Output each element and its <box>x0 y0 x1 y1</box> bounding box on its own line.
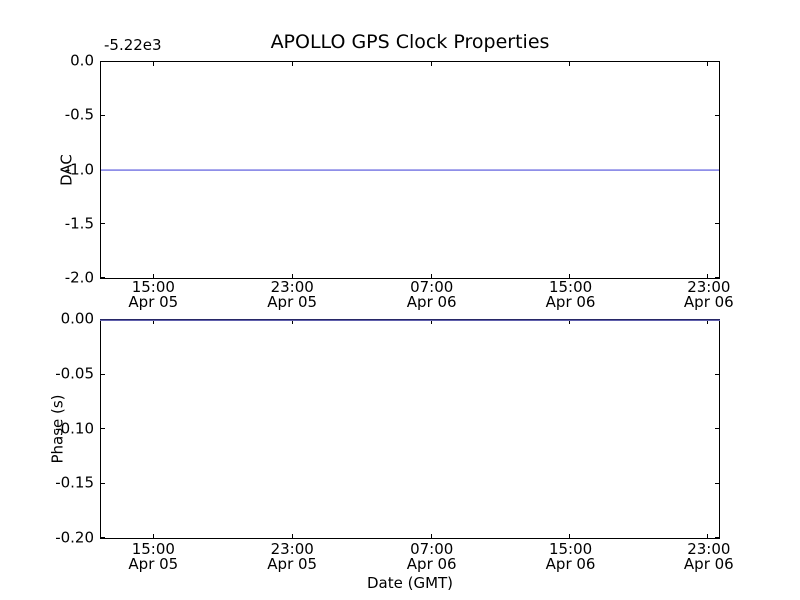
x-tick-mark <box>430 62 432 66</box>
x-tick-time: 15:00 <box>548 278 593 296</box>
x-tick-mark <box>706 320 708 324</box>
y-tick-label: -2.0 <box>64 268 94 287</box>
y-tick-mark <box>715 482 719 484</box>
y-tick-mark <box>715 537 719 538</box>
y-tick-mark <box>101 482 105 484</box>
y-tick-label: 0.00 <box>60 309 94 328</box>
x-tick-label: 15:00 Apr 05 <box>128 542 178 572</box>
y-tick-mark <box>101 115 105 116</box>
x-tick-time: 23:00 <box>270 278 314 296</box>
phase-plot-area <box>100 319 720 539</box>
y-tick-mark <box>101 61 105 62</box>
x-tick-date: Apr 06 <box>545 555 596 573</box>
y-tick-label: -1.5 <box>64 214 94 233</box>
phase-axis-label: Phase (s) <box>48 394 67 464</box>
x-tick-time: 23:00 <box>687 278 731 296</box>
x-tick-label: 23:00 Apr 05 <box>267 542 317 572</box>
x-tick-label: 23:00 Apr 06 <box>684 542 734 572</box>
y-tick-label: -0.20 <box>55 528 94 547</box>
y-tick-mark <box>101 277 105 278</box>
phase-x-tick-labels: 15:00 Apr 05 23:00 Apr 05 07:00 Apr 06 15:00 Ap… <box>100 542 733 574</box>
x-tick-mark <box>291 62 293 66</box>
chart-title: APOLLO GPS Clock Properties <box>270 31 550 53</box>
dac-axis-label: DAC <box>57 154 76 186</box>
x-tick-time: 23:00 <box>687 540 731 558</box>
x-tick-date: Apr 05 <box>267 555 318 573</box>
x-axis-label: Date (GMT) <box>366 574 454 592</box>
x-tick-mark <box>291 320 293 324</box>
x-tick-time: 15:00 <box>131 278 175 296</box>
x-tick-time: 07:00 <box>410 278 454 296</box>
x-tick-time: 23:00 <box>270 540 314 558</box>
x-tick-mark <box>153 62 155 66</box>
x-tick-date: Apr 06 <box>683 293 734 311</box>
y-tick-label: -0.5 <box>64 105 94 124</box>
x-tick-time: 07:00 <box>410 540 454 558</box>
x-tick-time: 15:00 <box>548 540 593 558</box>
x-tick-mark <box>569 534 571 538</box>
x-tick-mark <box>153 274 155 278</box>
y-tick-label: -0.05 <box>55 364 94 383</box>
x-tick-time: 15:00 <box>131 540 175 558</box>
y-tick-mark <box>715 373 719 375</box>
y-tick-label: -0.15 <box>55 473 94 492</box>
x-tick-label: 15:00 Apr 06 <box>546 542 596 572</box>
y-tick-mark <box>715 277 719 278</box>
y-tick-mark <box>715 115 719 116</box>
y-tick-mark <box>101 223 105 224</box>
x-tick-label: 15:00 Apr 05 <box>128 280 178 310</box>
dac-data-line <box>101 169 719 171</box>
y-tick-mark <box>101 373 105 375</box>
x-tick-mark <box>430 274 432 278</box>
x-tick-mark <box>430 320 432 324</box>
dac-plot-area <box>100 61 720 279</box>
x-tick-mark <box>153 320 155 324</box>
dac-x-tick-labels: 15:00 Apr 05 23:00 Apr 05 07:00 Apr 06 15:00 Ap… <box>100 280 733 312</box>
y-tick-mark <box>715 223 719 224</box>
x-tick-mark <box>153 534 155 538</box>
x-tick-mark <box>569 62 571 66</box>
y-tick-label: -0.10 <box>55 419 94 437</box>
dac-y-tick-labels: 0.0 -0.5 -1.0 -1.5 -2.0 <box>0 53 94 285</box>
x-tick-mark <box>430 534 432 538</box>
x-tick-label: 23:00 Apr 05 <box>267 280 317 310</box>
x-tick-date: Apr 05 <box>267 293 318 311</box>
y-tick-label: 0.0 <box>70 51 94 70</box>
x-tick-label: 15:00 Apr 06 <box>546 280 596 310</box>
x-tick-label: 23:00 Apr 06 <box>684 280 734 310</box>
x-tick-mark <box>291 534 293 538</box>
x-tick-mark <box>706 274 708 278</box>
y-tick-mark <box>715 61 719 62</box>
y-tick-mark <box>715 428 719 429</box>
y-tick-mark <box>101 537 105 538</box>
y-axis-offset-label: -5.22e3 <box>104 36 162 54</box>
x-tick-date: Apr 05 <box>128 293 179 311</box>
y-tick-mark <box>101 428 105 429</box>
x-tick-mark <box>291 274 293 278</box>
x-tick-date: Apr 06 <box>545 293 596 311</box>
x-tick-date: Apr 06 <box>406 293 457 311</box>
x-tick-date: Apr 06 <box>406 555 457 573</box>
x-tick-mark <box>569 274 571 278</box>
x-tick-mark <box>569 320 571 324</box>
x-tick-mark <box>706 534 708 538</box>
x-tick-label: 07:00 Apr 06 <box>407 280 457 310</box>
phase-y-tick-labels: 0.00 -0.05 -0.10 -0.15 -0.20 <box>0 311 94 545</box>
x-tick-label: 07:00 Apr 06 <box>407 542 457 572</box>
x-tick-mark <box>706 62 708 66</box>
x-tick-date: Apr 05 <box>128 555 179 573</box>
x-tick-date: Apr 06 <box>683 555 734 573</box>
y-tick-label: -1.0 <box>64 160 94 178</box>
phase-data-line <box>100 319 720 321</box>
